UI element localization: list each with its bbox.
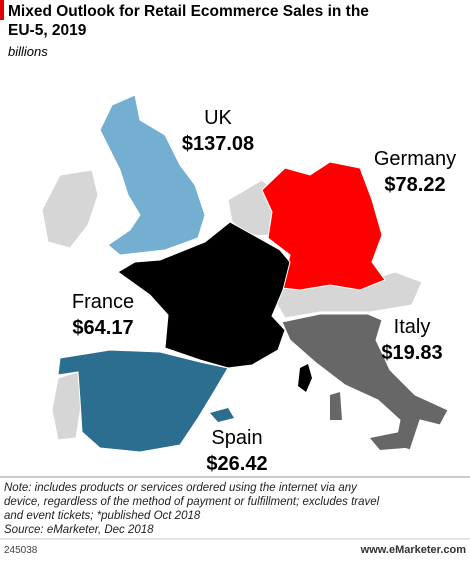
- region-name: Spain: [211, 427, 262, 449]
- ireland: [41, 169, 99, 249]
- note: and event tickets; *published Oct 2018: [4, 510, 201, 522]
- region-name: UK: [204, 107, 232, 129]
- note: device, regardless of the method of paym…: [4, 496, 380, 508]
- labels: UK $137.08 Germany $78.22 France $64.17 …: [72, 107, 456, 475]
- sicily-shape: [370, 432, 405, 450]
- uk-shape: [99, 94, 206, 256]
- region-value: $78.22: [384, 174, 445, 196]
- region-name: France: [72, 291, 134, 313]
- chart-id: 245038: [4, 545, 38, 556]
- title: Mixed Outlook for Retail Ecommerce Sales…: [8, 3, 369, 20]
- germany-shape: [261, 161, 386, 291]
- balearic-shape: [210, 408, 234, 422]
- map: [41, 94, 449, 453]
- note: Note: includes products or services orde…: [4, 482, 358, 494]
- accent-bar: [0, 0, 4, 20]
- corsica-shape: [298, 364, 312, 392]
- region-name: Italy: [394, 316, 431, 338]
- region-value: $26.42: [206, 453, 267, 475]
- title: EU-5, 2019: [8, 22, 87, 39]
- france-shape: [117, 221, 291, 369]
- region-value: $19.83: [381, 342, 442, 364]
- subtitle: billions: [8, 44, 48, 59]
- portugal: [51, 371, 83, 441]
- brand[interactable]: www.eMarketer.com: [360, 544, 467, 556]
- spain-shape: [57, 349, 229, 453]
- region-value: $137.08: [182, 133, 254, 155]
- region-name: Germany: [374, 148, 456, 170]
- region-value: $64.17: [72, 317, 133, 339]
- italy-shape: [281, 313, 449, 451]
- sardinia-shape: [330, 392, 342, 420]
- source: Source: eMarketer, Dec 2018: [4, 524, 154, 536]
